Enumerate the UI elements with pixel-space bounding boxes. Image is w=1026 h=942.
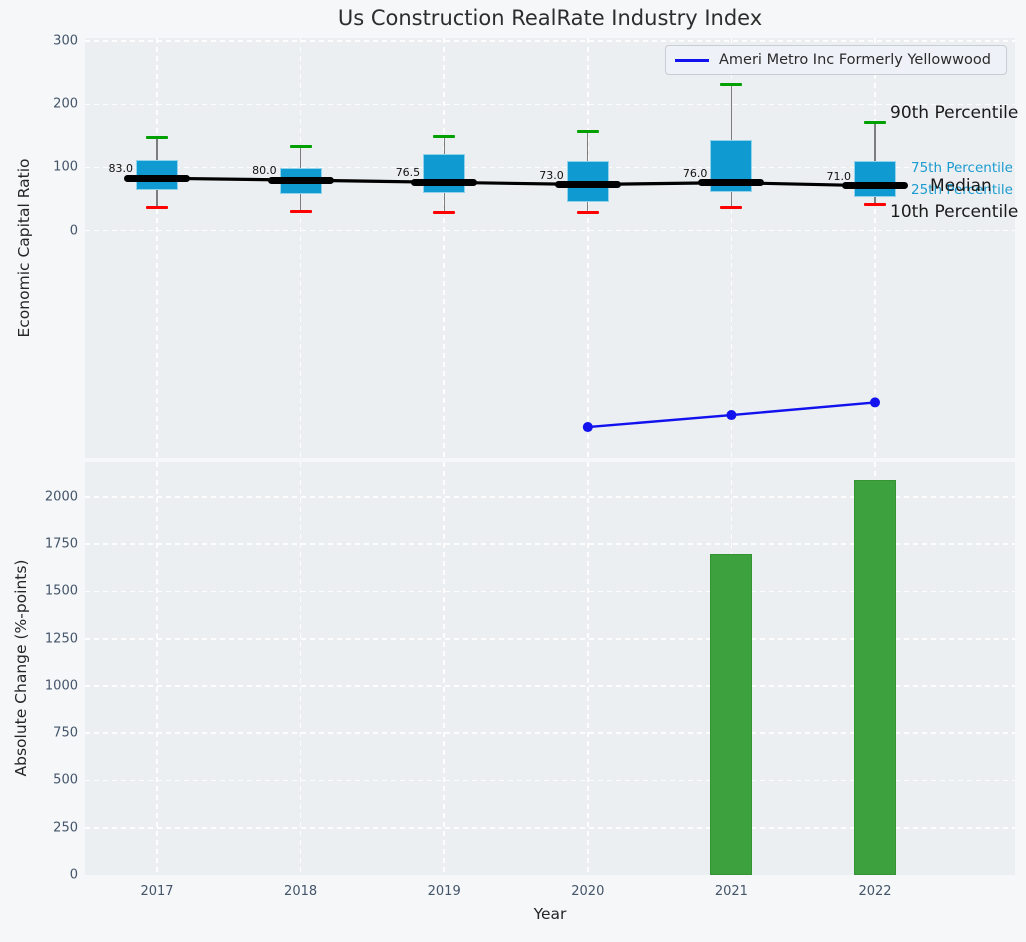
change-bar	[710, 553, 753, 875]
bottom-panel	[85, 462, 1015, 875]
annotation-25th-percentile: 25th Percentile	[911, 181, 1013, 198]
horizontal-gridline	[85, 685, 1015, 687]
median-value-label: 71.0	[826, 169, 852, 183]
median-value-label: 76.5	[395, 166, 421, 180]
annotation-90th-percentile: 90th Percentile	[890, 102, 1019, 123]
horizontal-gridline	[85, 732, 1015, 735]
annotation-10th-percentile: 10th Percentile	[890, 201, 1019, 222]
median-value-label: 83.0	[108, 162, 134, 176]
ylabel-economic-capital-ratio: Economic Capital Ratio	[15, 158, 33, 338]
median-value-label: 80.0	[252, 164, 277, 178]
horizontal-gridline	[85, 543, 1015, 546]
p10-whisker-cap	[433, 211, 456, 215]
legend-line-sample-icon	[675, 58, 709, 62]
median-dash	[267, 176, 334, 184]
p10-whisker-cap	[720, 206, 743, 210]
p90-whisker-cap	[720, 82, 743, 86]
x-tick-label: 2017	[140, 884, 174, 899]
annotation-median: Median	[930, 175, 992, 196]
horizontal-gridline	[85, 103, 1015, 106]
x-tick-label: 2022	[858, 884, 892, 899]
vertical-gridline	[156, 38, 158, 458]
x-tick-label: 2021	[714, 884, 748, 899]
vertical-gridline	[443, 462, 445, 875]
p90-whisker-cap	[289, 144, 312, 148]
y-tick-label: 300	[53, 33, 78, 49]
p90-whisker-cap	[576, 129, 599, 133]
y-tick-label: 200	[53, 96, 78, 112]
y-tick-label: 250	[53, 820, 78, 836]
company-data-point	[582, 422, 593, 433]
y-tick-label: 2000	[44, 489, 78, 505]
y-tick-label: 1000	[44, 678, 78, 694]
company-data-point	[726, 410, 737, 421]
legend: Ameri Metro Inc Formerly Yellowwood	[665, 45, 1007, 75]
y-tick-label: 750	[53, 725, 78, 741]
median-dash	[554, 181, 621, 189]
chart-title: Us Construction RealRate Industry Index	[337, 6, 763, 30]
horizontal-gridline	[85, 779, 1015, 782]
vertical-gridline	[587, 462, 589, 875]
change-bar	[854, 479, 896, 875]
company-data-point	[870, 397, 880, 408]
p90-whisker-cap	[864, 121, 886, 125]
y-tick-label: 500	[53, 772, 78, 788]
x-tick-label: 2020	[571, 884, 605, 899]
p10-whisker-cap	[576, 210, 599, 214]
legend-label: Ameri Metro Inc Formerly Yellowwood	[719, 52, 991, 68]
median-value-label: 73.0	[539, 168, 564, 182]
median-dash	[842, 182, 908, 190]
p10-whisker-cap	[146, 206, 168, 210]
median-dash	[411, 178, 478, 186]
median-value-label: 76.0	[682, 166, 708, 180]
iqr-box	[423, 154, 466, 193]
median-dash	[124, 174, 190, 182]
p90-whisker-cap	[146, 135, 168, 139]
xlabel-year: Year	[533, 905, 567, 923]
p10-whisker-cap	[864, 203, 886, 207]
horizontal-gridline	[85, 826, 1015, 829]
horizontal-gridline	[85, 229, 1015, 232]
y-tick-label: 1500	[44, 583, 78, 599]
p10-whisker-cap	[289, 209, 312, 213]
horizontal-gridline	[85, 590, 1015, 593]
vertical-gridline	[730, 38, 733, 458]
vertical-gridline	[443, 38, 445, 458]
p90-whisker-cap	[433, 135, 456, 139]
top-panel: Ameri Metro Inc Formerly Yellowwood 83.0…	[85, 38, 1019, 458]
horizontal-gridline	[85, 166, 1015, 169]
vertical-gridline	[299, 462, 302, 875]
x-tick-label: 2018	[284, 884, 318, 899]
horizontal-gridline	[85, 40, 1015, 42]
y-tick-label: 0	[69, 223, 78, 239]
annotation-75th-percentile: 75th Percentile	[911, 160, 1013, 177]
y-tick-label: 1750	[44, 536, 78, 552]
horizontal-gridline	[85, 637, 1015, 640]
vertical-gridline	[587, 38, 589, 458]
lines-layer	[155, 176, 880, 433]
y-tick-label: 100	[53, 159, 78, 175]
vertical-gridline	[299, 38, 302, 458]
x-tick-label: 2019	[427, 884, 461, 899]
median-dash	[698, 179, 765, 187]
iqr-box	[854, 161, 896, 197]
horizontal-gridline	[85, 496, 1015, 498]
y-tick-label: 0	[69, 867, 78, 883]
vertical-gridline	[874, 38, 876, 458]
vertical-gridline	[156, 462, 158, 875]
y-tick-label: 1250	[44, 631, 78, 647]
